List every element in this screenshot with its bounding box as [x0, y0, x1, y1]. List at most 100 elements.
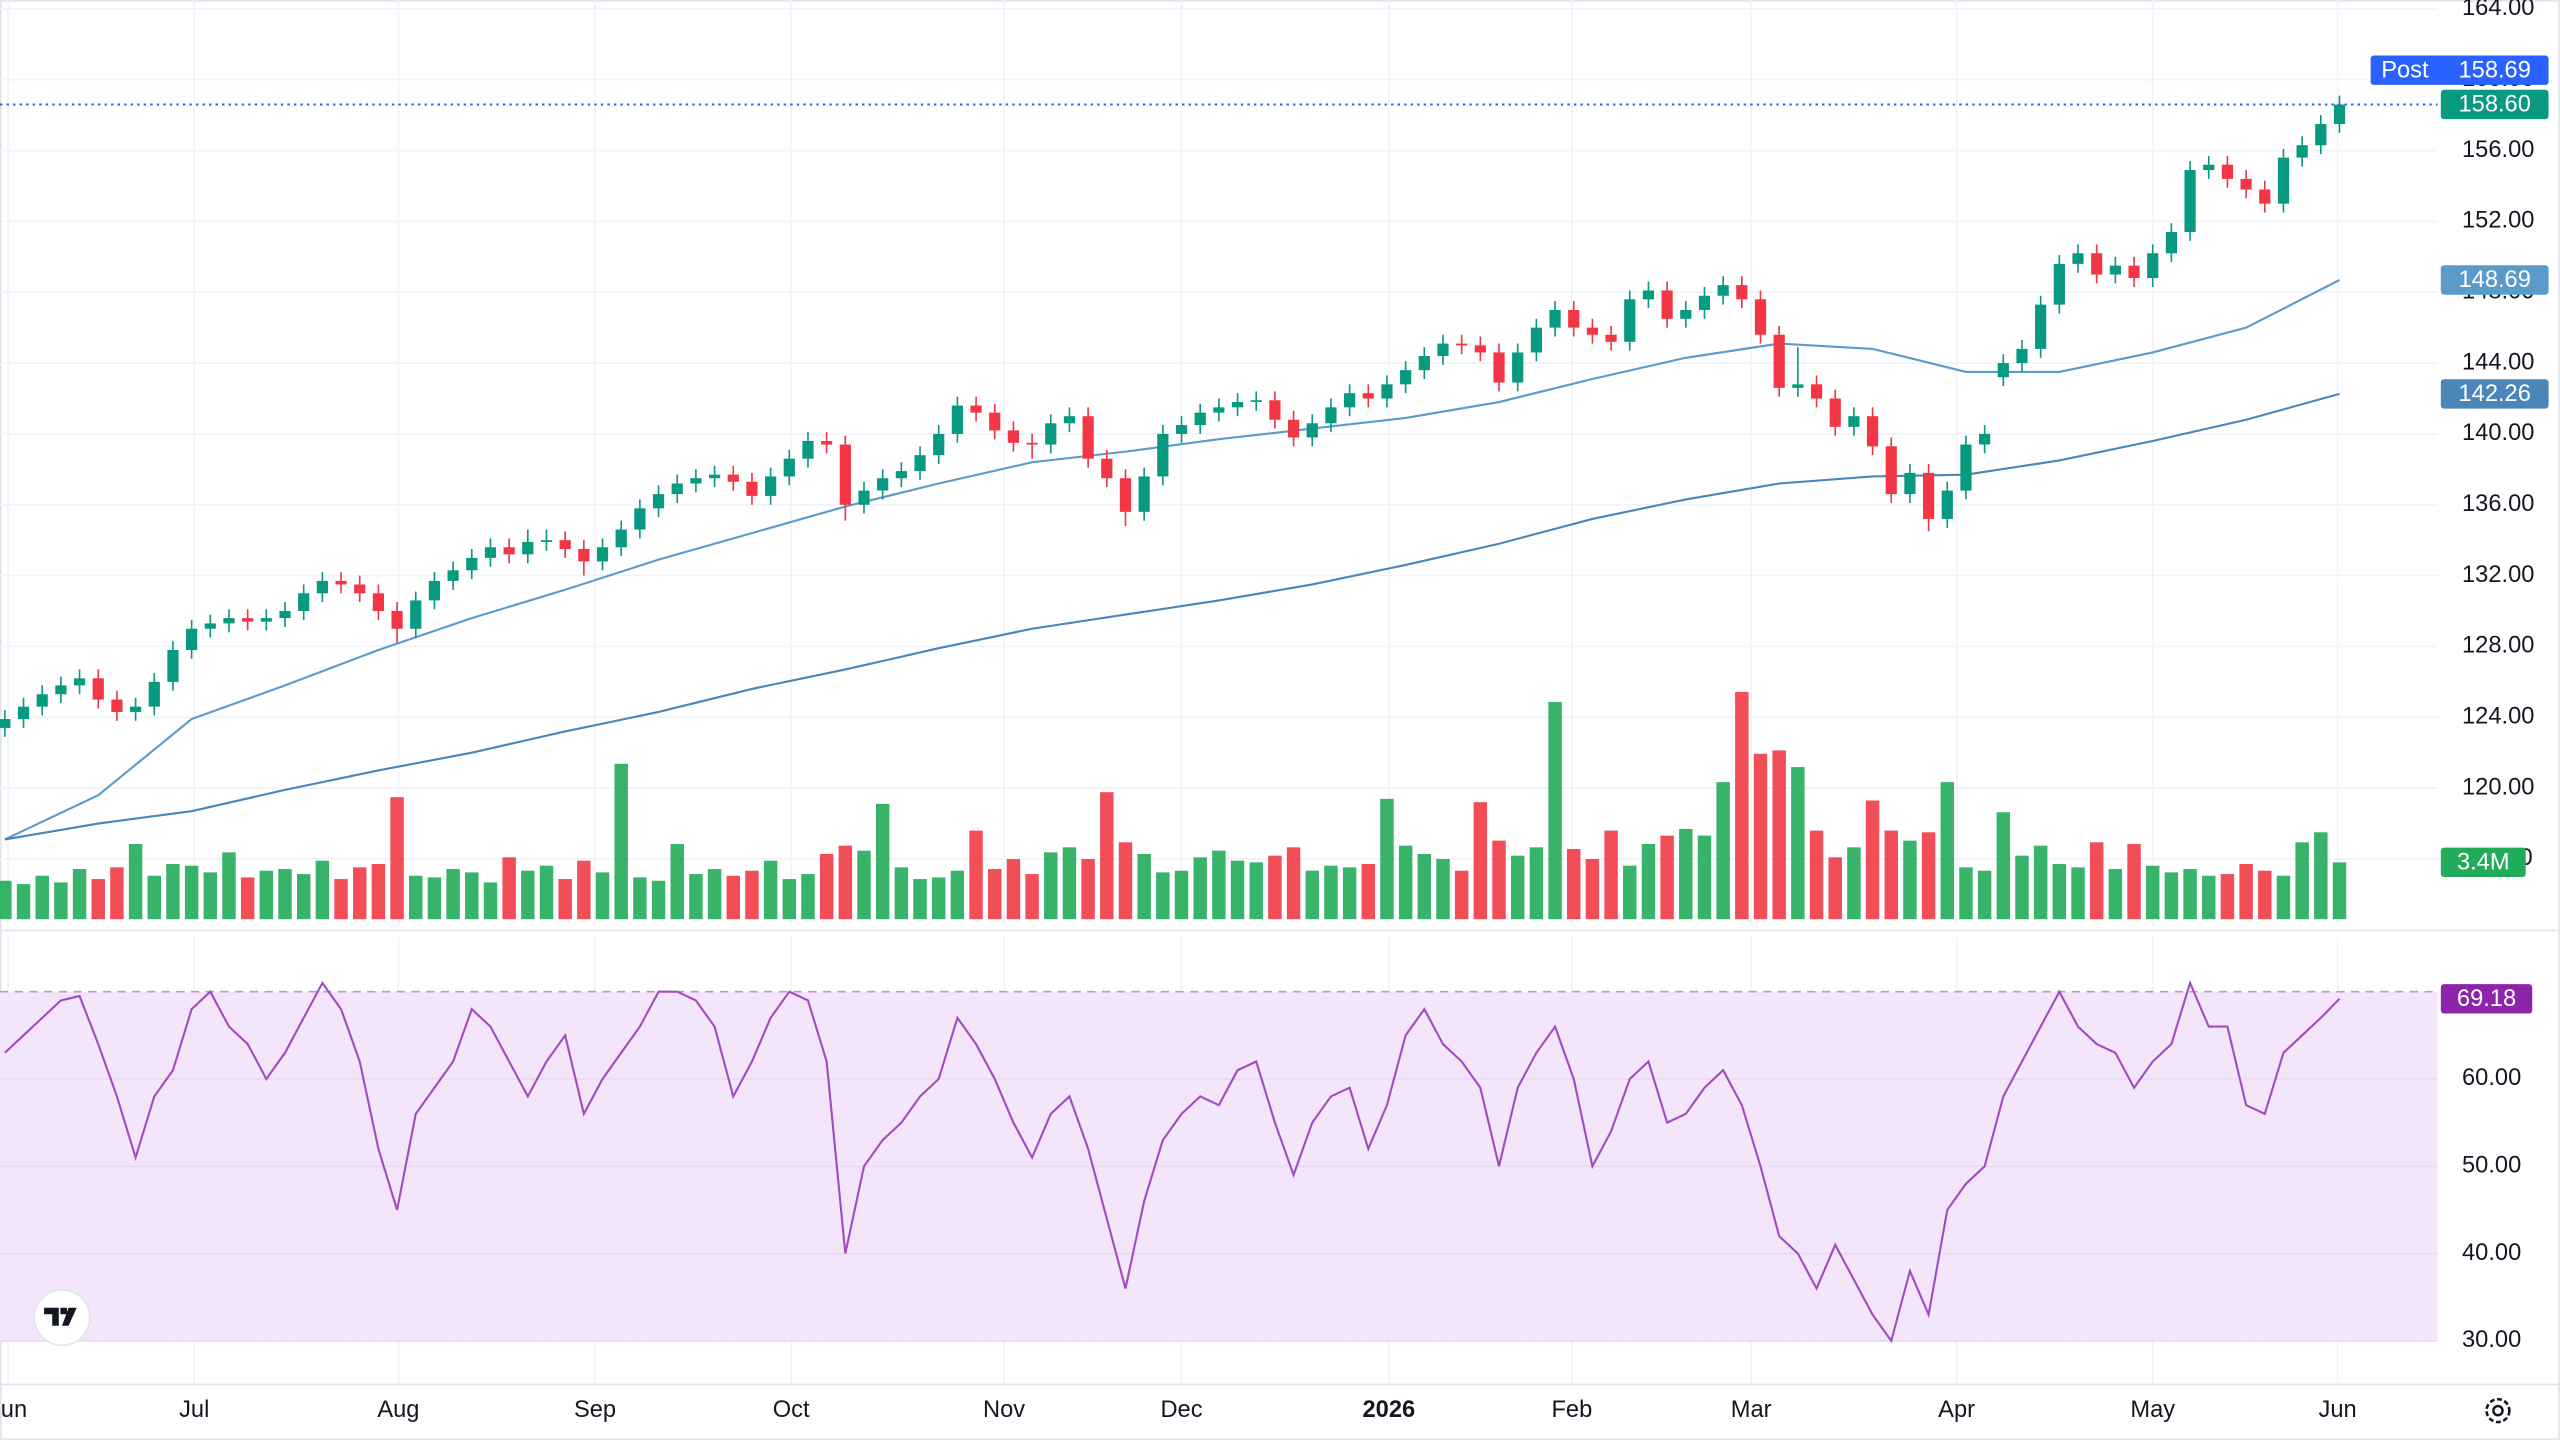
candle-body [2072, 253, 2084, 264]
volume-bar [1529, 847, 1544, 920]
x-tick-label: May [2130, 1397, 2175, 1423]
candle-body [129, 706, 142, 712]
logo-circle [33, 1288, 91, 1347]
candle-body [989, 412, 1001, 431]
candle-body [372, 593, 385, 612]
x-tick-label: Feb [1551, 1397, 1592, 1423]
candle-body [839, 444, 851, 505]
volume-bar [502, 857, 516, 920]
volume-bar [2164, 872, 2179, 920]
rsi-band [0, 990, 2438, 1342]
x-tick-label: 2026 [1363, 1397, 1416, 1423]
candle-body [1792, 384, 1804, 388]
volume-bar [1025, 874, 1039, 920]
candle-body [1586, 327, 1599, 335]
candle-body [690, 478, 702, 484]
candle-body [1549, 309, 1561, 328]
volume-bar [1324, 865, 1338, 920]
volume-bar [931, 877, 946, 920]
candle-body [298, 593, 310, 612]
volume-bar [334, 879, 348, 920]
x-tick-label: Oct [773, 1397, 810, 1423]
volume-bar [2127, 843, 2141, 920]
volume-bar [1230, 860, 1245, 920]
volume-bar [689, 874, 703, 920]
volume-bar [1380, 798, 1394, 920]
volume-bar [2332, 862, 2347, 920]
candle-body [933, 433, 945, 456]
volume-bar [1268, 855, 1282, 920]
x-tick-label: Jul [179, 1397, 209, 1423]
candle-body [1101, 458, 1113, 479]
volume-bar [409, 875, 423, 920]
y-tick-label: 152.00 [2462, 208, 2534, 234]
volume-bar [222, 852, 236, 920]
candle-body [335, 580, 347, 585]
candle-body [596, 547, 609, 562]
price-pane [0, 95, 2438, 841]
candle-body [708, 474, 721, 479]
volume-bar [857, 850, 871, 920]
candle-body [615, 529, 627, 548]
volume-bar [913, 879, 927, 920]
y-tick-label: 128.00 [2462, 633, 2534, 659]
candle-body [652, 494, 665, 509]
volume-bar [1006, 859, 1021, 920]
volume-bar [259, 870, 274, 920]
volume-bar [296, 874, 311, 920]
candle-body [316, 580, 328, 594]
candle-body [540, 540, 553, 542]
candle-body [1997, 363, 2009, 378]
volume-bar [1548, 701, 1562, 920]
settings-button[interactable] [2485, 1397, 2511, 1424]
candle-body [73, 678, 86, 686]
volume-bar [633, 877, 647, 920]
candle-body [55, 685, 67, 695]
volume-bar [1753, 753, 1768, 920]
candle-body [951, 405, 963, 434]
candle-body [17, 706, 30, 720]
gear-outline [2485, 1397, 2511, 1424]
candle-body [765, 476, 777, 496]
candle-body [2259, 189, 2271, 204]
candle-body [1456, 343, 1468, 346]
volume-bar [1865, 800, 1880, 920]
candle-body [1698, 295, 1711, 310]
volume-bar [558, 879, 572, 920]
volume-bar [352, 867, 367, 920]
candle-body [821, 440, 833, 445]
volume-bar [91, 879, 105, 920]
candle-body [484, 547, 497, 558]
volume-bar [1921, 832, 1936, 920]
volume-bar [1361, 864, 1376, 920]
volume-bar [184, 865, 199, 920]
volume-bar [2314, 832, 2328, 920]
tradingview-logo[interactable] [33, 1288, 91, 1347]
volume-bar [2183, 869, 2197, 920]
candle-body [1642, 290, 1655, 300]
y-tick-label: 156.00 [2462, 137, 2534, 163]
candle-body [1045, 423, 1057, 445]
volume-bar [838, 845, 853, 920]
candle-body [167, 649, 179, 682]
volume-bar [35, 875, 49, 920]
post-tag-name: Post [2381, 57, 2429, 83]
candle-body [1082, 416, 1094, 459]
candle-body [1736, 285, 1748, 300]
candle-body [1344, 393, 1356, 408]
price-tag-box [2440, 379, 2549, 409]
volume-bar [1679, 828, 1693, 920]
volume-bar [1567, 848, 1581, 920]
y-tick-label: 120.00 [2462, 774, 2534, 800]
candle-body [578, 549, 590, 562]
volume-bar [726, 875, 740, 920]
candle-body [148, 681, 160, 707]
candle-body [204, 623, 216, 629]
volume-bar [539, 865, 554, 920]
volume-bar [875, 803, 890, 920]
volume-bar [1137, 854, 1151, 920]
candle-body [1381, 384, 1393, 399]
candle-body [1568, 309, 1580, 328]
volume-bar [2033, 845, 2048, 920]
